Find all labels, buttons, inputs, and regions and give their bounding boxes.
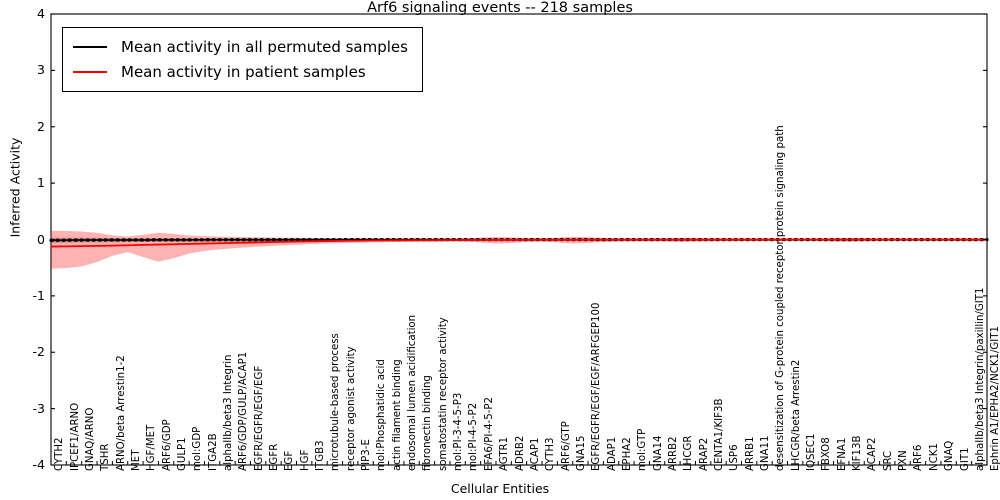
x-axis-label: Cellular Entities [450, 481, 550, 496]
legend-swatch-permuted [73, 45, 107, 48]
legend-swatch-patient [73, 70, 107, 73]
y-tick-label: 0 [37, 231, 45, 247]
legend-label-patient: Mean activity in patient samples [121, 62, 366, 81]
y-tick-label: 1 [37, 175, 45, 191]
legend-entry-permuted: Mean activity in all permuted samples [73, 34, 408, 59]
y-tick-label: -3 [32, 400, 45, 416]
y-tick-label: 4 [37, 6, 45, 21]
y-tick-label: 2 [37, 118, 45, 134]
y-tick-label: -2 [32, 344, 45, 360]
legend-label-permuted: Mean activity in all permuted samples [121, 37, 408, 56]
y-tick-label: -4 [32, 457, 45, 472]
legend-entry-patient: Mean activity in patient samples [73, 59, 408, 84]
chart-legend: Mean activity in all permuted samples Me… [62, 27, 423, 92]
patient-confidence-band [51, 230, 987, 269]
y-tick-label: 3 [37, 62, 45, 78]
y-tick-label: -1 [32, 287, 45, 303]
patient-mean-line [50, 238, 987, 248]
chart-title: Arf6 signaling events -- 218 samples [367, 0, 633, 16]
